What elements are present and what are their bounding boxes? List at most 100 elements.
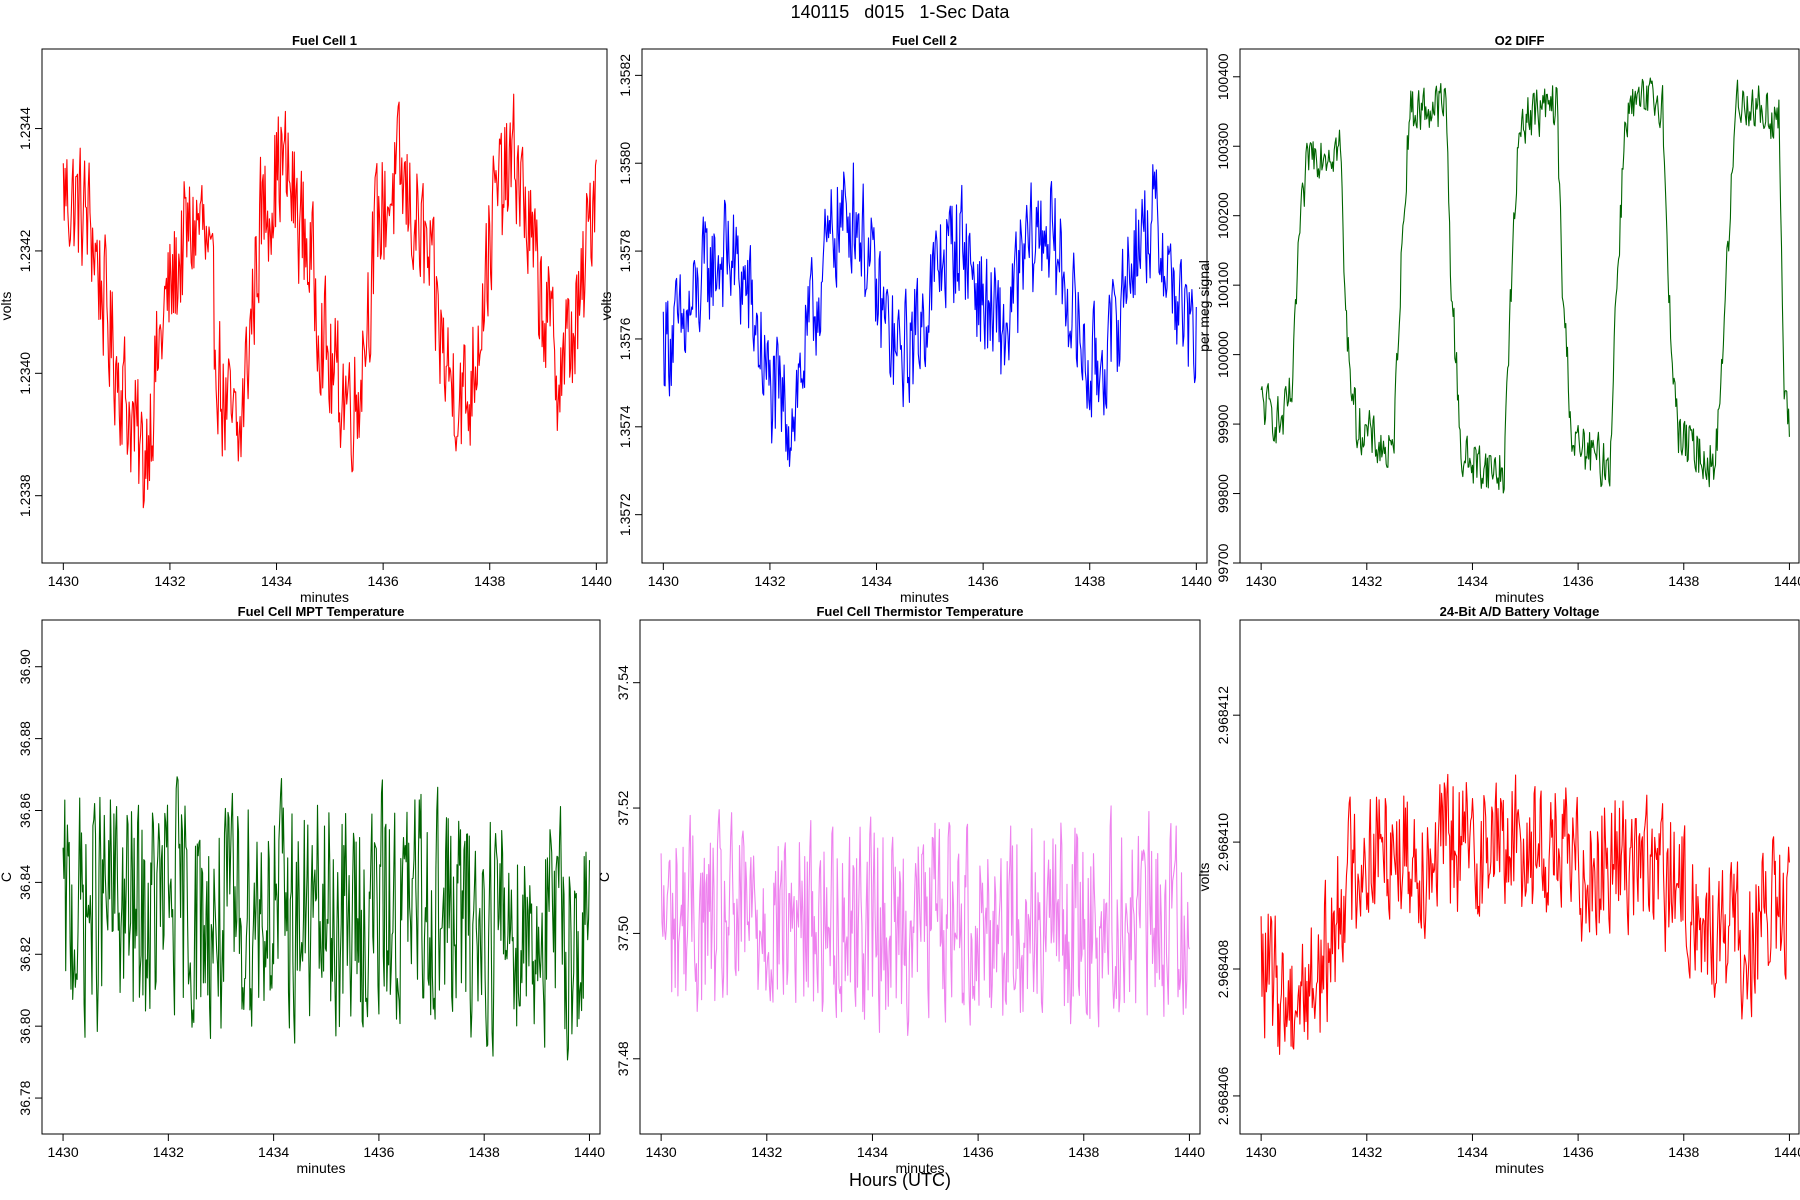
- plot-frame: [41, 619, 601, 1135]
- x-tick-label: 1440: [1174, 1144, 1205, 1160]
- x-tick-label: 1430: [1246, 1144, 1277, 1160]
- y-tick-label: 1.2340: [17, 352, 33, 395]
- x-axis-label: minutes: [895, 1160, 944, 1176]
- y-tick-label: 36.86: [17, 793, 33, 828]
- x-tick-label: 1436: [363, 1144, 394, 1160]
- y-tick-label: 1.3574: [617, 405, 633, 448]
- y-tick-label: 36.82: [17, 937, 33, 972]
- y-tick-label: 37.48: [615, 1041, 631, 1076]
- plot-frame: [41, 48, 608, 564]
- chart-title: Fuel Cell MPT Temperature: [238, 604, 405, 619]
- x-tick-label: 1432: [754, 573, 785, 589]
- x-tick-label: 1434: [861, 573, 892, 589]
- chart-panel-2: Fuel Cell 2 1430 1432 1434 1436 1438 1440 minut…: [598, 33, 1212, 605]
- y-tick-label: 37.50: [615, 916, 631, 951]
- y-axis-label: volts: [1196, 863, 1212, 892]
- y-tick-label: 36.90: [17, 649, 33, 684]
- y-tick-label: 36.84: [17, 865, 33, 900]
- y-tick-label: 2.968410: [1215, 813, 1231, 872]
- y-tick-label: 99900: [1215, 404, 1231, 443]
- series-line: [1260, 77, 1790, 494]
- plot-frame: [639, 619, 1201, 1135]
- x-tick-label: 1430: [48, 573, 79, 589]
- x-axis-label: minutes: [300, 589, 349, 605]
- x-tick-label: 1432: [1351, 573, 1382, 589]
- x-tick-label: 1438: [1068, 1144, 1099, 1160]
- x-tick-label: 1440: [1774, 573, 1800, 589]
- y-tick-label: 1.3576: [617, 317, 633, 360]
- y-tick-label: 1.2338: [17, 474, 33, 517]
- y-tick-label: 100200: [1215, 192, 1231, 239]
- x-tick-label: 1434: [857, 1144, 888, 1160]
- x-tick-label: 1434: [1457, 573, 1488, 589]
- x-tick-label: 1438: [469, 1144, 500, 1160]
- series-line: [62, 93, 597, 509]
- chart-panel-4: Fuel Cell MPT Temperature 1430 1432 1434 143…: [0, 604, 605, 1176]
- plot-frame: [641, 48, 1208, 564]
- x-tick-label: 1432: [153, 1144, 184, 1160]
- y-axis-label: C: [596, 872, 612, 882]
- series-line: [62, 776, 591, 1061]
- y-axis-label: volts: [0, 292, 14, 321]
- y-tick-label: 36.88: [17, 721, 33, 756]
- y-tick-label: 99700: [1215, 543, 1231, 582]
- y-tick-label: 36.78: [17, 1080, 33, 1115]
- plot-frame: [1239, 48, 1800, 564]
- x-tick-label: 1438: [1668, 573, 1699, 589]
- y-tick-label: 100100: [1215, 262, 1231, 309]
- x-axis-label: minutes: [900, 589, 949, 605]
- y-axis-label: volts: [598, 292, 614, 321]
- chart-panel-1: Fuel Cell 1 1430 1432 1434 1436 1438 1440 minut…: [0, 33, 612, 605]
- plot-frame: [1239, 619, 1800, 1135]
- y-tick-label: 1.3582: [617, 54, 633, 97]
- x-tick-label: 1434: [261, 573, 292, 589]
- x-tick-label: 1438: [474, 573, 505, 589]
- y-tick-label: 99800: [1215, 474, 1231, 513]
- x-tick-label: 1440: [1181, 573, 1212, 589]
- x-tick-label: 1438: [1668, 1144, 1699, 1160]
- y-tick-label: 37.54: [615, 665, 631, 700]
- page-title: 140115 d015 1-Sec Data: [790, 2, 1010, 22]
- x-axis-label: minutes: [1495, 589, 1544, 605]
- y-tick-label: 36.80: [17, 1008, 33, 1043]
- x-tick-label: 1430: [47, 1144, 78, 1160]
- x-tick-label: 1432: [1351, 1144, 1382, 1160]
- y-tick-label: 100400: [1215, 53, 1231, 100]
- y-axis-label: C: [0, 872, 14, 882]
- chart-title: Fuel Cell Thermistor Temperature: [816, 604, 1023, 619]
- y-axis-label: per meg signal: [1196, 260, 1212, 352]
- x-tick-label: 1436: [963, 1144, 994, 1160]
- y-tick-label: 1.2344: [17, 107, 33, 150]
- chart-title: Fuel Cell 2: [892, 33, 957, 48]
- chart-title: O2 DIFF: [1495, 33, 1545, 48]
- chart-panel-5: Fuel Cell Thermistor Temperature 1430 1432…: [596, 604, 1205, 1176]
- x-tick-label: 1438: [1074, 573, 1105, 589]
- x-tick-label: 1440: [1774, 1144, 1800, 1160]
- y-tick-label: 1.3580: [617, 142, 633, 185]
- x-tick-label: 1436: [1563, 1144, 1594, 1160]
- y-tick-label: 100000: [1215, 331, 1231, 378]
- x-tick-label: 1432: [154, 573, 185, 589]
- x-tick-label: 1430: [648, 573, 679, 589]
- x-axis-label: minutes: [1495, 1160, 1544, 1176]
- chart-title: Fuel Cell 1: [292, 33, 357, 48]
- x-tick-label: 1434: [258, 1144, 289, 1160]
- y-tick-label: 1.3578: [617, 229, 633, 272]
- x-tick-label: 1434: [1457, 1144, 1488, 1160]
- x-tick-label: 1440: [574, 1144, 605, 1160]
- x-tick-label: 1432: [751, 1144, 782, 1160]
- y-tick-label: 37.52: [615, 790, 631, 825]
- chart-panel-3: O2 DIFF 1430 1432 1434 1436 1438 1440 minutes 99…: [1196, 33, 1800, 605]
- series-line: [660, 805, 1190, 1037]
- x-tick-label: 1430: [646, 1144, 677, 1160]
- x-axis-label: minutes: [296, 1160, 345, 1176]
- x-tick-label: 1436: [368, 573, 399, 589]
- chart-panel-6: 24-Bit A/D Battery Voltage 1430 1432 1434 14…: [1196, 604, 1800, 1176]
- x-tick-label: 1430: [1246, 573, 1277, 589]
- y-tick-label: 100300: [1215, 123, 1231, 170]
- chart-title: 24-Bit A/D Battery Voltage: [1440, 604, 1600, 619]
- y-tick-label: 2.968412: [1215, 686, 1231, 745]
- y-tick-label: 2.968406: [1215, 1067, 1231, 1126]
- x-tick-label: 1440: [581, 573, 612, 589]
